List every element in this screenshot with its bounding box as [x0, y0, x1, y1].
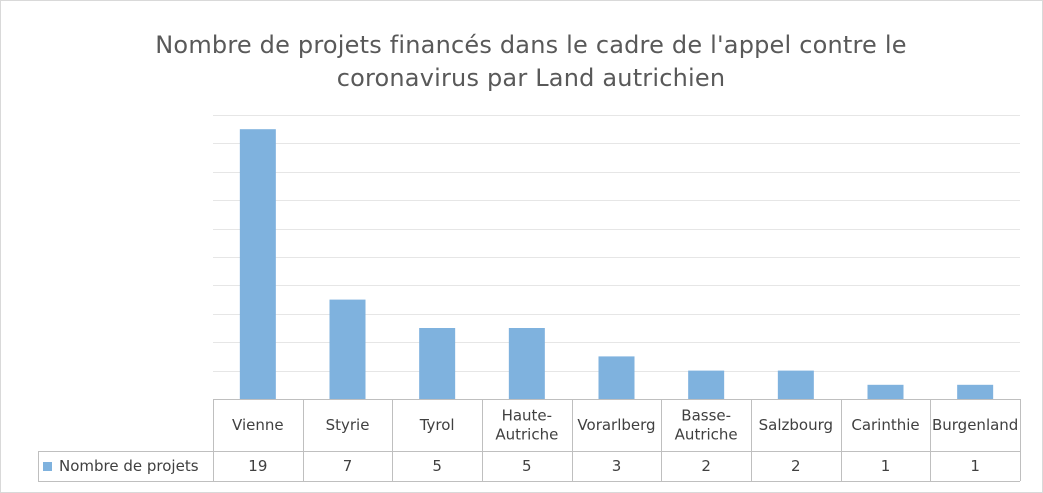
category-label: Tyrol [419, 416, 455, 434]
bar-5 [688, 370, 725, 399]
value-label: 2 [791, 457, 801, 475]
category-label: Haute- [502, 407, 553, 425]
bar-4 [598, 356, 635, 399]
category-label: Autriche [495, 426, 558, 444]
bar-7 [867, 384, 904, 399]
legend-series-label: Nombre de projets [59, 457, 199, 475]
bars [239, 129, 994, 399]
bar-1 [329, 299, 366, 399]
bar-8 [957, 384, 994, 399]
value-label: 1 [881, 457, 891, 475]
value-label: 3 [612, 457, 622, 475]
category-label: Burgenland [932, 416, 1018, 434]
value-label: 5 [432, 457, 442, 475]
value-label: 7 [343, 457, 353, 475]
category-label: Vienne [232, 416, 284, 434]
value-label: 19 [248, 457, 267, 475]
value-label: 1 [970, 457, 980, 475]
category-label: Carinthie [851, 416, 919, 434]
value-label: 2 [701, 457, 711, 475]
bar-2 [419, 328, 456, 399]
legend-swatch [43, 462, 52, 471]
bar-0 [239, 129, 276, 399]
data-table: Vienne19Styrie7Tyrol5Haute-Autriche5Vora… [38, 399, 1021, 482]
chart-title: Nombre de projets financés dans le cadre… [155, 31, 907, 92]
bar-6 [777, 370, 814, 399]
category-label: Styrie [326, 416, 370, 434]
category-label: Salzbourg [759, 416, 833, 434]
category-label: Basse- [681, 407, 731, 425]
bar-3 [508, 328, 545, 399]
value-label: 5 [522, 457, 532, 475]
category-label: Autriche [675, 426, 738, 444]
category-label: Vorarlberg [577, 416, 655, 434]
